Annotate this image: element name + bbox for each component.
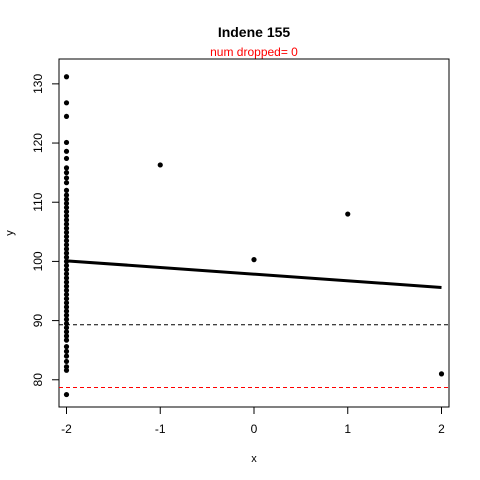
data-point (63, 296, 70, 302)
data-point (63, 74, 70, 80)
data-point (63, 348, 70, 354)
x-tick-label: -1 (155, 422, 166, 436)
data-point (63, 316, 70, 323)
data-points (63, 74, 445, 398)
data-point (63, 267, 70, 273)
data-point (63, 242, 70, 248)
data-point (63, 271, 70, 277)
data-point (63, 254, 70, 260)
data-point (63, 287, 70, 294)
data-point (63, 246, 70, 252)
data-point (63, 367, 70, 373)
data-point (63, 283, 70, 289)
reference-lines (59, 324, 449, 388)
data-point (63, 391, 70, 398)
data-point (63, 233, 70, 240)
data-point (63, 148, 70, 154)
data-point (63, 209, 70, 215)
x-axis-label: x (251, 453, 257, 465)
data-point (438, 371, 445, 377)
data-point (63, 325, 70, 331)
data-point (157, 162, 163, 168)
y-tick-label: 130 (31, 74, 45, 94)
chart-title: Indene 155 (218, 24, 291, 40)
data-point (63, 358, 70, 365)
data-point (63, 165, 70, 171)
y-axis-label: y (4, 230, 16, 236)
data-point (63, 187, 70, 193)
y-tick-label: 110 (31, 192, 45, 211)
x-tick-label: 0 (251, 422, 258, 436)
data-point (63, 225, 70, 231)
y-tick-label: 120 (31, 133, 45, 153)
x-tick-label: 2 (438, 422, 445, 436)
data-point (63, 312, 70, 318)
data-point (63, 304, 70, 310)
data-point (63, 170, 70, 176)
data-point (63, 250, 70, 256)
data-point (63, 337, 70, 343)
fit-line (66, 259, 442, 289)
x-tick-label: 1 (344, 422, 351, 436)
data-point (63, 300, 70, 306)
data-point (63, 329, 70, 335)
data-point (63, 217, 70, 223)
x-axis: -2 -1 0 1 2 (61, 406, 445, 436)
data-point (63, 333, 70, 339)
data-point (63, 262, 70, 269)
data-point (63, 200, 70, 207)
data-point (63, 100, 70, 106)
data-point (63, 155, 70, 162)
data-point (63, 192, 70, 198)
data-point (63, 204, 70, 211)
data-point (63, 279, 70, 285)
y-tick-label: 100 (31, 251, 45, 271)
fit-line-group (66, 259, 442, 289)
x-tick-label: -2 (61, 422, 72, 436)
data-point (63, 180, 70, 186)
data-point (63, 221, 70, 227)
data-point (63, 113, 70, 120)
data-point (345, 211, 351, 217)
data-point (63, 308, 70, 314)
chart-subtitle: num dropped= 0 (210, 45, 298, 59)
data-point (63, 238, 70, 244)
data-point (63, 291, 70, 298)
y-axis: 80 90 100 110 120 130 (31, 74, 59, 387)
data-point (63, 275, 70, 281)
data-point (63, 196, 70, 202)
data-point (63, 175, 70, 181)
y-tick-label: 90 (31, 314, 45, 328)
data-point (63, 320, 70, 327)
data-point (63, 258, 70, 265)
data-point (63, 213, 70, 219)
data-point (63, 344, 70, 350)
data-point (251, 257, 257, 263)
y-tick-label: 80 (31, 373, 45, 387)
data-point (63, 353, 70, 359)
plot-frame (58, 58, 450, 408)
data-point (63, 229, 70, 236)
data-point (63, 139, 70, 146)
